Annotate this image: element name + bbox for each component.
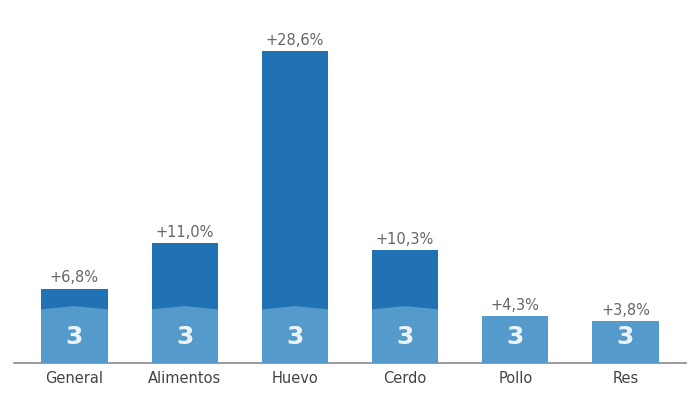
Text: +6,8%: +6,8% bbox=[50, 270, 99, 285]
Polygon shape bbox=[0, 306, 383, 367]
Bar bbox=[372, 250, 438, 363]
Text: +28,6%: +28,6% bbox=[266, 33, 324, 48]
Bar bbox=[41, 289, 108, 363]
Text: 3: 3 bbox=[617, 325, 634, 349]
Text: 3: 3 bbox=[396, 325, 414, 349]
Text: +11,0%: +11,0% bbox=[155, 224, 214, 240]
Text: +3,8%: +3,8% bbox=[601, 303, 650, 318]
Text: 3: 3 bbox=[286, 325, 304, 349]
Polygon shape bbox=[317, 306, 700, 367]
Bar bbox=[592, 321, 659, 363]
Polygon shape bbox=[0, 306, 603, 367]
Text: 3: 3 bbox=[176, 325, 193, 349]
Bar bbox=[262, 51, 328, 363]
Bar bbox=[152, 243, 218, 363]
Polygon shape bbox=[206, 306, 700, 367]
Text: 3: 3 bbox=[66, 325, 83, 349]
Text: 3: 3 bbox=[507, 325, 524, 349]
Bar bbox=[482, 316, 548, 363]
Text: +10,3%: +10,3% bbox=[376, 232, 434, 247]
Text: +4,3%: +4,3% bbox=[491, 298, 540, 313]
Polygon shape bbox=[97, 306, 700, 367]
Polygon shape bbox=[0, 306, 494, 367]
